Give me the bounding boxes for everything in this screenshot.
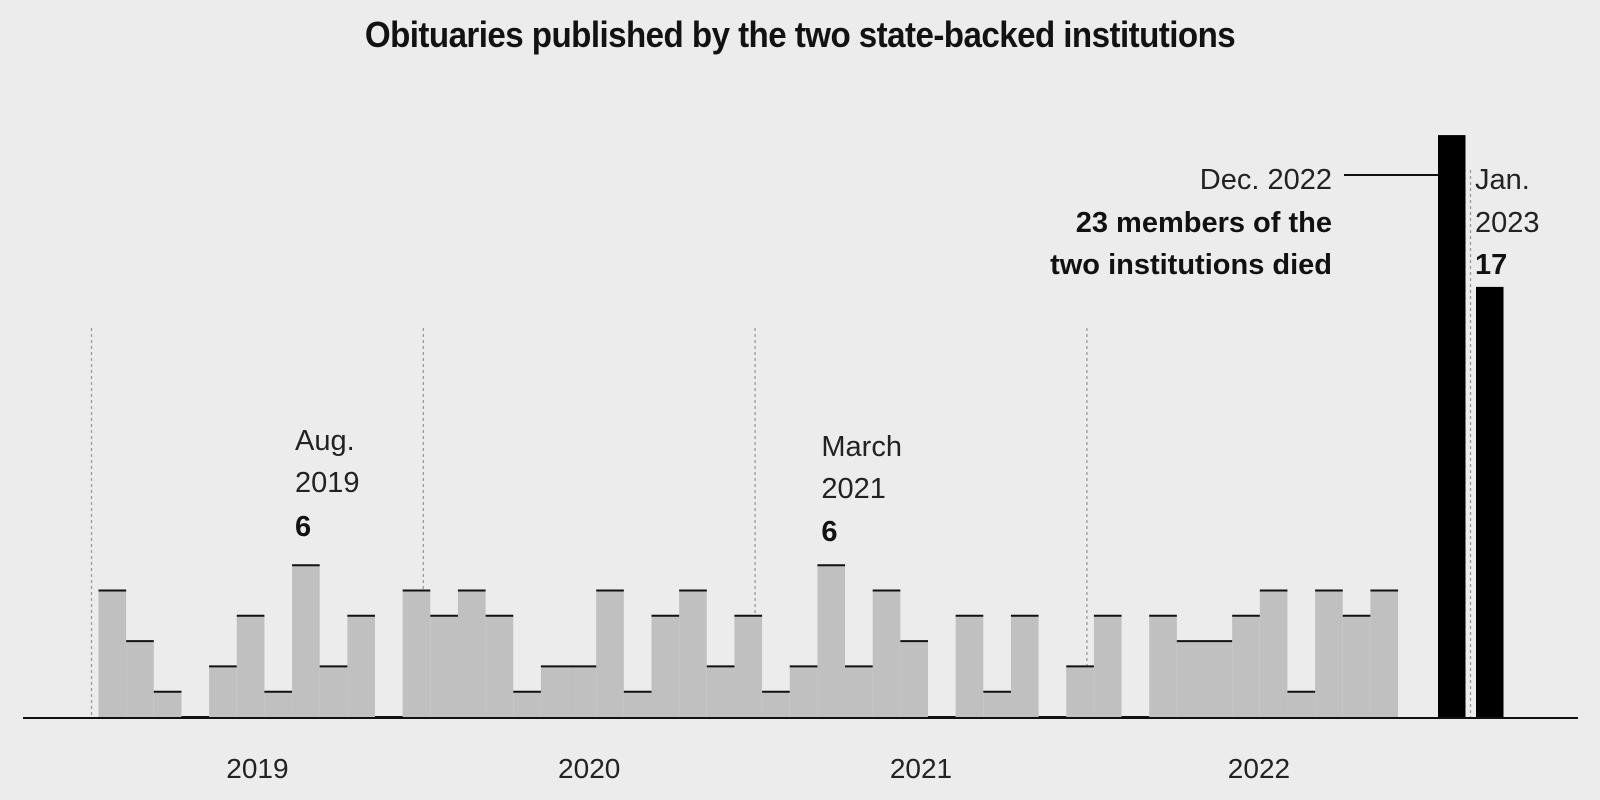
bar-aug-2019 (292, 565, 320, 717)
chart-title: Obituaries published by the two state-ba… (364, 14, 1236, 55)
bar-may-2022 (1204, 641, 1233, 717)
annotation-text: 23 members of the (1076, 207, 1332, 239)
bar-aug-2022 (1287, 691, 1316, 717)
bar-feb-2021 (789, 666, 818, 717)
annotation-month: Aug. (295, 425, 355, 457)
highlight-bar-jan-2023 (1476, 286, 1504, 717)
bar-aug-2021 (955, 615, 984, 717)
bar-may-2020 (540, 666, 569, 717)
bar-mar-2022 (1149, 615, 1177, 717)
bar-nov-2020 (706, 666, 735, 717)
bar-sep-2022 (1315, 590, 1343, 717)
bar-apr-2022 (1176, 641, 1205, 717)
bar-jun-2021 (900, 641, 928, 717)
bar-jan-2020 (430, 615, 458, 717)
bar-nov-2022 (1370, 590, 1399, 717)
bar-jan-2019 (98, 590, 127, 717)
bar-oct-2021 (1010, 615, 1039, 717)
bar-feb-2019 (126, 641, 154, 717)
x-tick-label-2021: 2021 (890, 753, 952, 784)
bar-jun-2019 (236, 615, 265, 717)
bar-aug-2020 (623, 691, 652, 717)
bar-may-2019 (209, 666, 237, 717)
bar-dec-2019 (402, 590, 431, 717)
annotation-month: Jan. (1475, 164, 1530, 196)
bar-jan-2022 (1093, 615, 1122, 717)
bar-sep-2019 (319, 666, 348, 717)
x-tick-label-2020: 2020 (558, 753, 620, 784)
annotation-value: 6 (821, 516, 837, 548)
bar-sep-2021 (983, 691, 1011, 717)
annotation-value: 6 (295, 511, 311, 543)
bar-dec-2020 (734, 615, 763, 717)
bar-mar-2019 (153, 691, 182, 717)
bar-oct-2020 (679, 590, 707, 717)
bar-sep-2020 (651, 615, 680, 717)
bar-dec-2021 (1066, 666, 1094, 717)
bar-jun-2020 (568, 666, 597, 717)
x-tick-label-2022: 2022 (1228, 753, 1290, 784)
bar-feb-2020 (457, 590, 486, 717)
bar-jun-2022 (1232, 615, 1260, 717)
bar-mar-2020 (485, 615, 514, 717)
bar-oct-2022 (1342, 615, 1371, 717)
bar-apr-2021 (845, 666, 873, 717)
annotation-month: March (821, 431, 902, 463)
x-tick-label-2019: 2019 (226, 753, 288, 784)
bar-jul-2020 (596, 590, 624, 717)
annotation-year: 2023 (1475, 207, 1540, 239)
bar-jul-2022 (1259, 590, 1288, 717)
bar-oct-2019 (347, 615, 375, 717)
annotation-year: 2019 (295, 467, 360, 499)
bar-jan-2021 (762, 691, 790, 717)
annotation-text: two institutions died (1050, 249, 1332, 281)
annotation-value: 17 (1475, 249, 1507, 281)
highlight-bar-dec-2022 (1438, 135, 1466, 718)
bar-jul-2019 (264, 691, 293, 717)
bar-mar-2021 (817, 565, 846, 717)
bar-may-2021 (872, 590, 901, 717)
bar-apr-2020 (513, 691, 541, 717)
annotation-year: 2021 (821, 473, 886, 505)
annotation-month: Dec. 2022 (1200, 164, 1332, 196)
